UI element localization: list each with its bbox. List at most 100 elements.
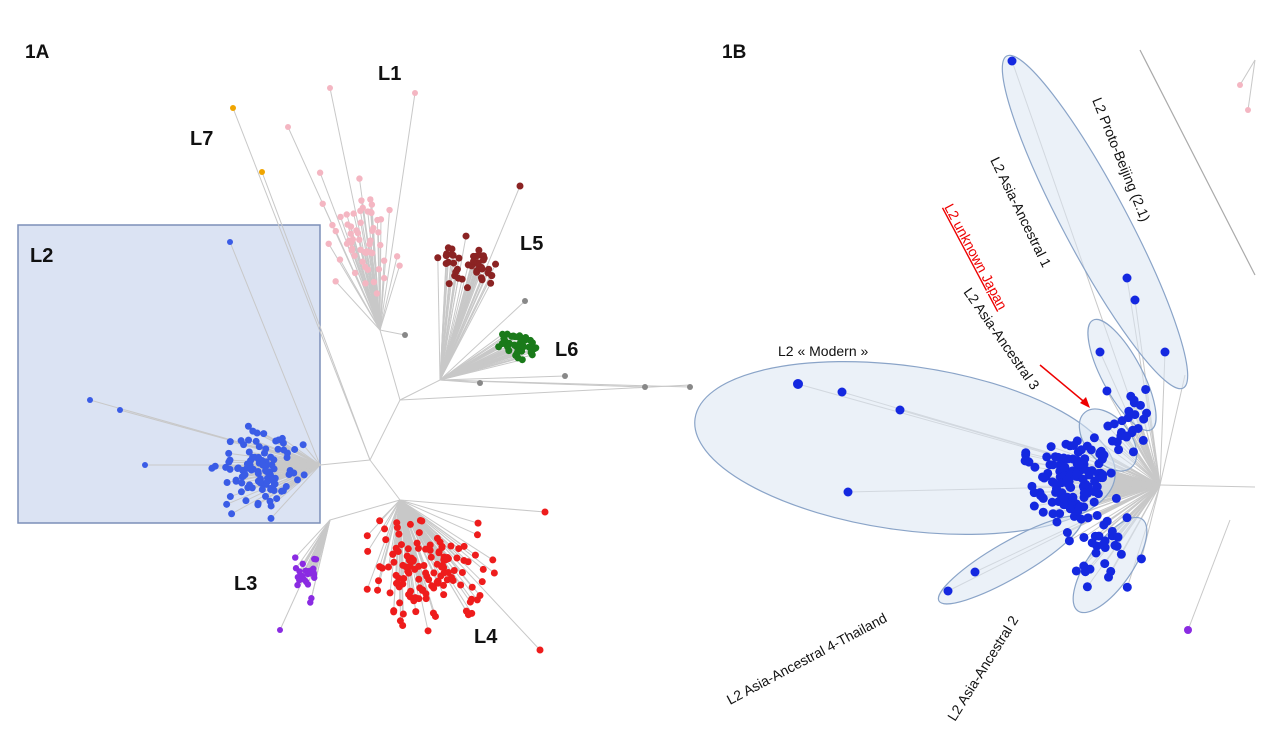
tip — [427, 553, 435, 561]
tip — [458, 568, 466, 576]
branch — [439, 259, 484, 381]
lineage-label: L5 — [520, 233, 543, 255]
tip — [251, 453, 259, 461]
branch — [232, 107, 371, 461]
proto-beijing-ellipse — [1001, 54, 1189, 390]
branch — [399, 499, 420, 567]
tip — [406, 593, 414, 601]
tip — [1112, 541, 1122, 551]
tip — [282, 482, 290, 490]
tip — [277, 627, 283, 633]
tip — [1050, 452, 1060, 462]
tip — [266, 497, 274, 505]
tip — [367, 208, 374, 215]
tip — [373, 290, 381, 297]
tip — [1083, 513, 1093, 523]
branch — [319, 459, 371, 466]
tip — [416, 516, 424, 524]
tip — [433, 560, 441, 568]
tip — [407, 587, 415, 595]
tip — [400, 574, 408, 582]
tip — [1069, 440, 1079, 450]
tip — [292, 554, 299, 561]
tip — [1048, 460, 1058, 470]
branch — [302, 444, 321, 466]
tip — [262, 467, 270, 475]
tip — [310, 565, 317, 572]
tip — [364, 266, 372, 273]
tip — [241, 471, 249, 479]
tip — [375, 229, 382, 236]
tip — [1038, 507, 1048, 517]
tip — [234, 465, 242, 473]
tip — [1100, 559, 1110, 569]
tip — [1122, 582, 1132, 592]
tip — [1125, 409, 1135, 419]
tip — [357, 219, 364, 226]
tip — [1113, 532, 1123, 542]
tip — [252, 437, 260, 445]
tip — [1098, 473, 1108, 483]
tip — [343, 240, 351, 247]
tip — [280, 446, 288, 454]
tip — [347, 230, 354, 237]
branch — [399, 499, 495, 574]
branch — [399, 499, 449, 573]
lineage-label: L4 — [474, 626, 498, 648]
tip — [1111, 493, 1121, 503]
tip — [311, 574, 318, 581]
branch — [1187, 519, 1231, 631]
tip — [1141, 384, 1151, 394]
tip — [1089, 433, 1099, 443]
tip — [332, 278, 339, 285]
branch — [439, 343, 503, 381]
tip — [402, 332, 408, 338]
tip — [359, 258, 366, 265]
branch — [329, 87, 381, 331]
tip — [1094, 459, 1104, 469]
tip — [223, 479, 231, 487]
tip — [843, 487, 853, 497]
tip — [528, 351, 536, 359]
tip — [1071, 469, 1081, 479]
tip — [1039, 472, 1049, 482]
tip — [1138, 435, 1148, 445]
tip — [1062, 475, 1072, 485]
tip — [1071, 566, 1081, 576]
tip — [307, 599, 314, 606]
tip — [399, 610, 407, 618]
tip — [471, 551, 479, 559]
tip — [422, 569, 430, 577]
tip — [300, 471, 308, 479]
tip — [413, 539, 421, 547]
branch — [379, 329, 401, 401]
tip — [222, 463, 230, 471]
tip — [399, 561, 407, 569]
arrow-head — [1080, 397, 1090, 408]
tip — [511, 333, 519, 341]
tip — [837, 387, 847, 397]
tip — [1068, 492, 1078, 502]
tip — [532, 344, 540, 352]
tip — [384, 563, 392, 571]
tip — [291, 445, 299, 453]
tip — [457, 581, 465, 589]
tip — [642, 384, 648, 390]
tip — [1129, 395, 1139, 405]
tip — [285, 124, 291, 130]
branch — [309, 519, 331, 603]
panel-label: 1A — [25, 42, 50, 63]
branch — [437, 257, 441, 381]
tip — [425, 576, 433, 584]
tip — [485, 265, 493, 273]
tip — [1128, 447, 1138, 457]
branch — [399, 499, 494, 561]
tip — [541, 508, 549, 516]
tip — [1106, 468, 1116, 478]
tip — [367, 237, 374, 244]
tip — [356, 175, 363, 182]
clade-label: L2 Asia-Ancestral 2 — [944, 613, 1022, 724]
tip — [1078, 474, 1088, 484]
tip — [256, 479, 264, 487]
branch — [399, 499, 404, 614]
